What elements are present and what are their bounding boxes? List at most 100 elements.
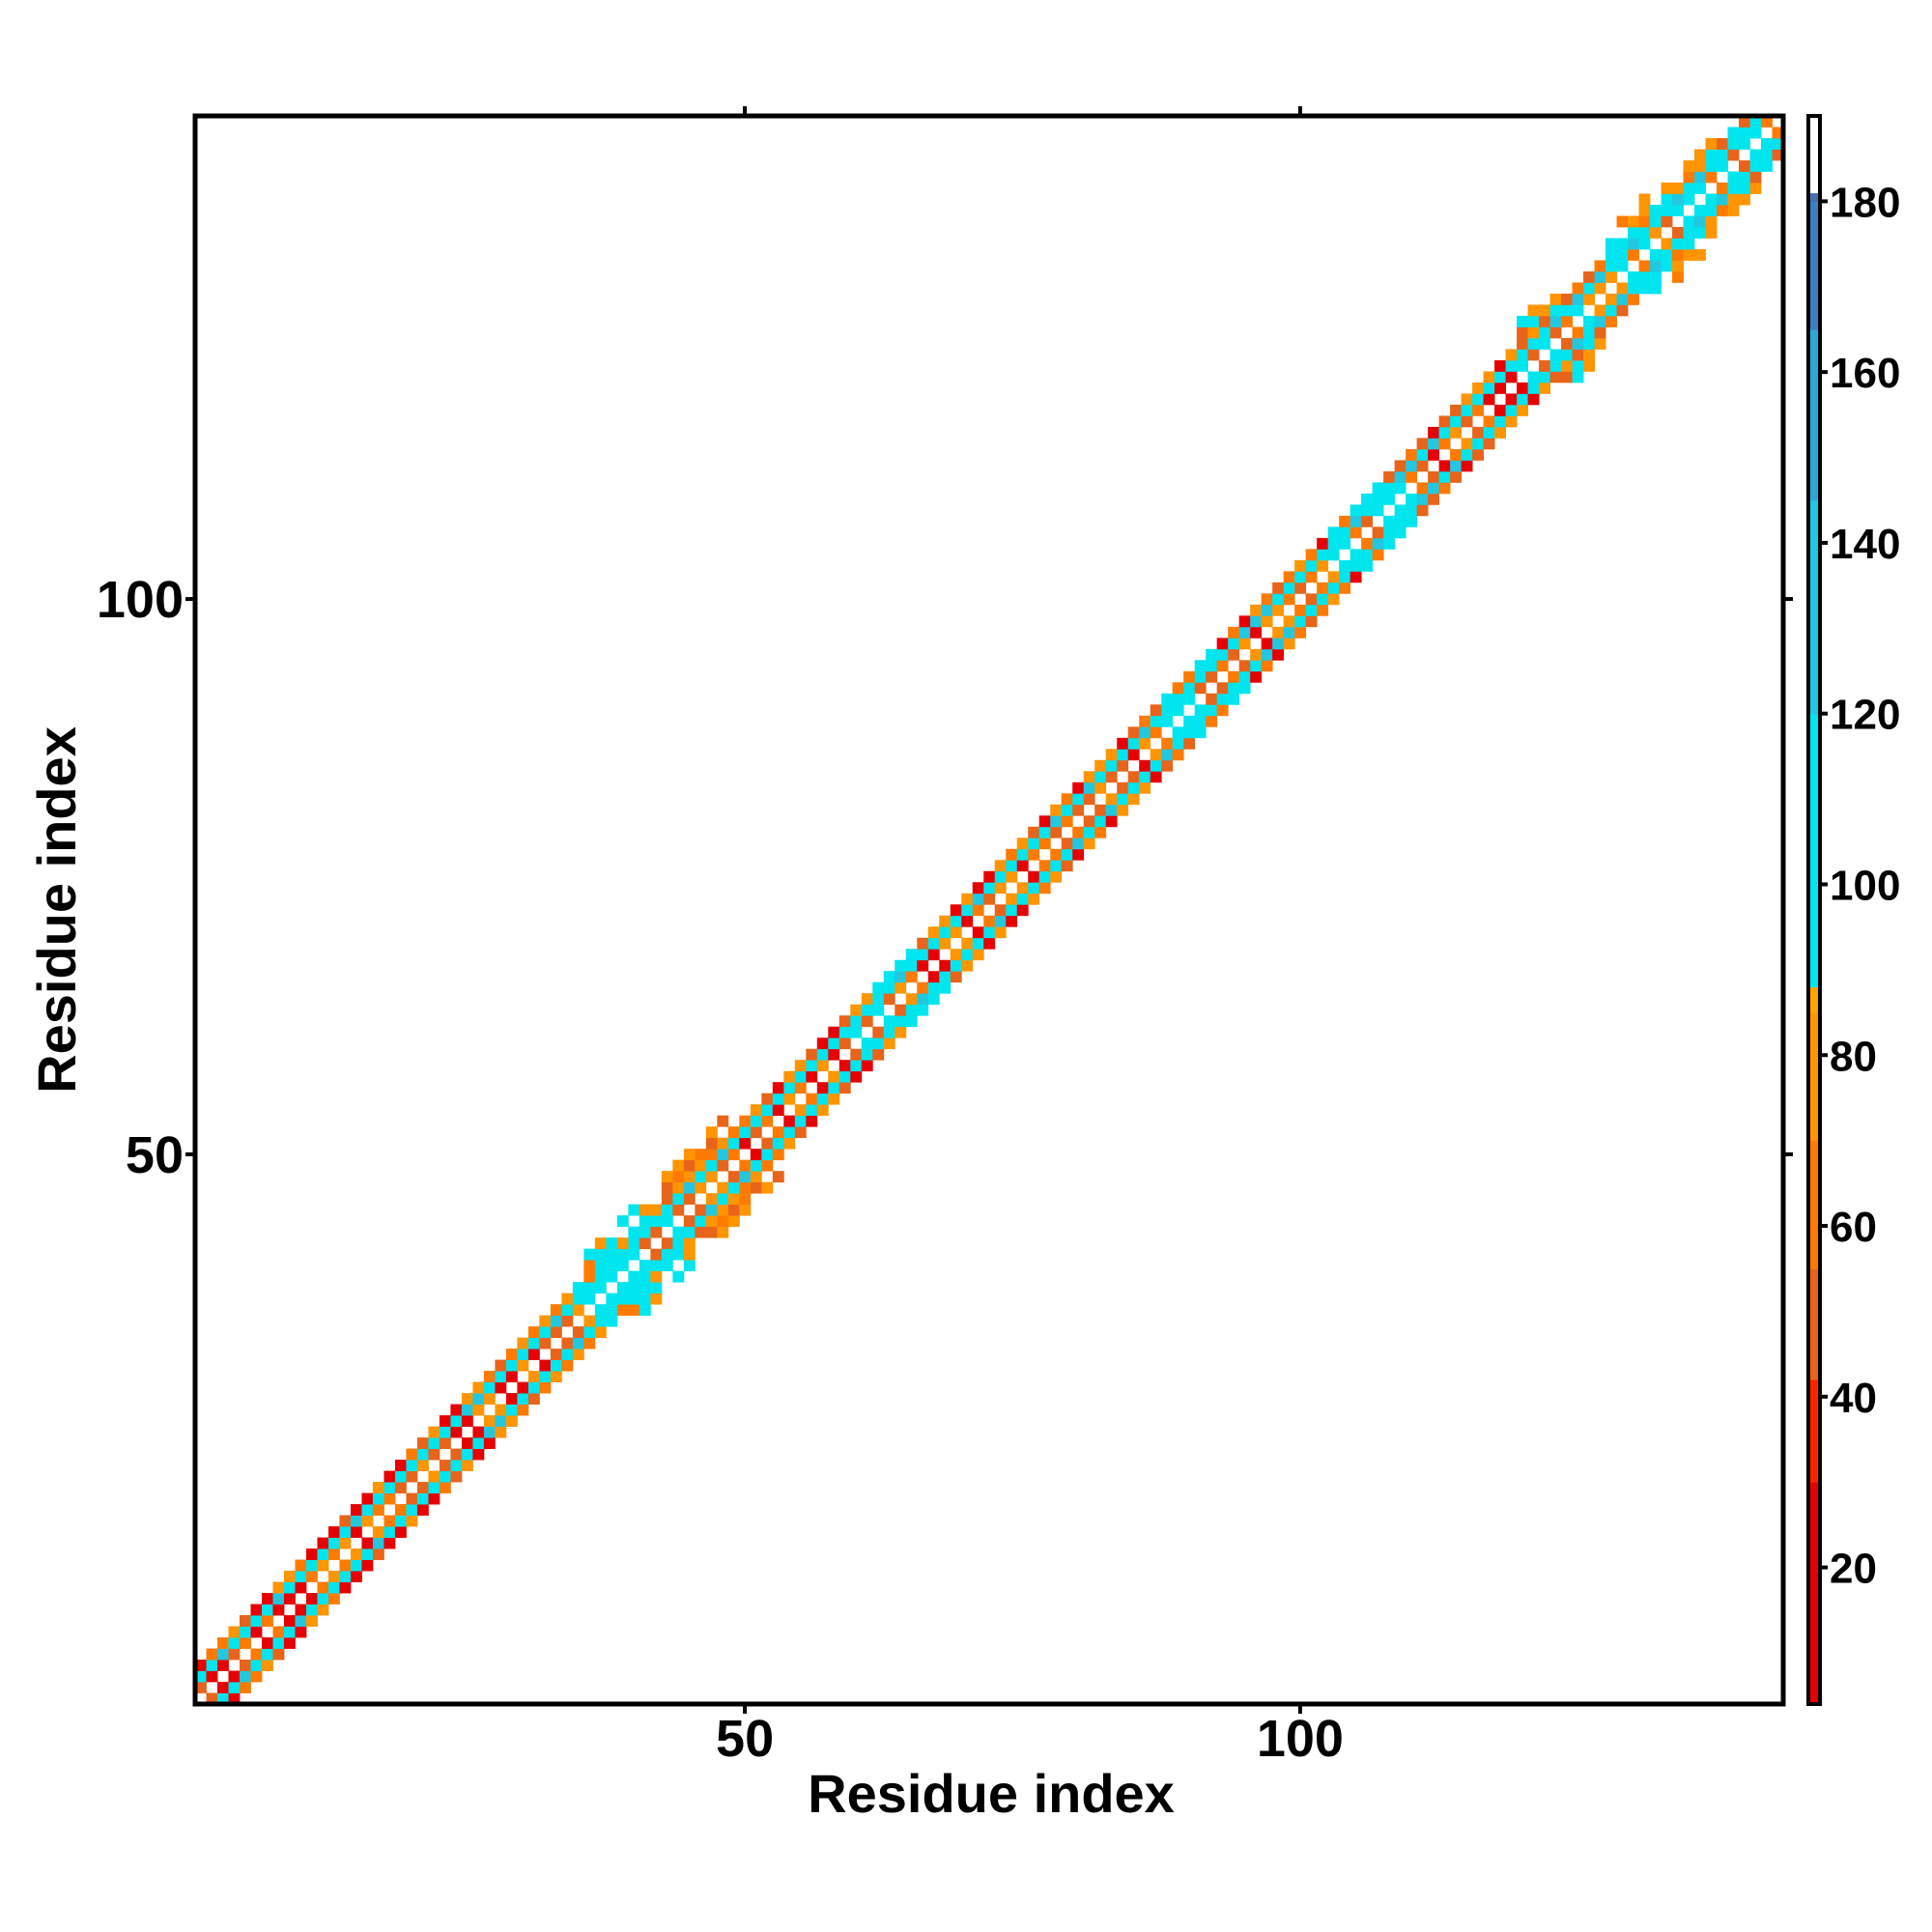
heatmap-cell	[661, 1181, 673, 1194]
heatmap-cell	[1505, 371, 1518, 384]
heatmap-cell	[961, 893, 974, 905]
heatmap-cell	[1406, 448, 1418, 461]
heatmap-cell	[950, 971, 962, 983]
heatmap-cell	[1694, 171, 1706, 184]
heatmap-cell	[1228, 682, 1240, 695]
heatmap-cell	[616, 1293, 629, 1305]
colorbar-segment	[1808, 1627, 1820, 1636]
heatmap-cell	[672, 1270, 685, 1283]
heatmap-cell	[794, 1082, 807, 1094]
heatmap-cell	[472, 1426, 485, 1438]
heatmap-cell	[1683, 193, 1695, 206]
heatmap-cell	[327, 1537, 340, 1549]
heatmap-cell	[1261, 593, 1273, 606]
heatmap-cell	[750, 1181, 762, 1194]
heatmap-cell	[816, 1048, 829, 1061]
heatmap-cell	[672, 1226, 685, 1238]
heatmap-cell	[384, 1492, 396, 1505]
heatmap-cell	[527, 1381, 540, 1394]
heatmap-cell	[1694, 215, 1706, 228]
heatmap-cell	[1438, 438, 1451, 450]
heatmap-cell	[216, 1648, 229, 1661]
heatmap-cell	[972, 926, 984, 939]
heatmap-cell	[895, 1004, 907, 1016]
colorbar-segment	[1808, 696, 1820, 706]
heatmap-cell	[905, 959, 918, 972]
heatmap-cell	[1583, 282, 1595, 295]
heatmap-cell	[416, 1448, 429, 1461]
heatmap-cell	[1372, 493, 1384, 505]
heatmap-cell	[905, 993, 918, 1006]
heatmap-cell	[872, 1026, 885, 1038]
heatmap-cell	[1549, 327, 1562, 339]
heatmap-cell	[1161, 715, 1174, 727]
heatmap-cell	[1305, 559, 1318, 572]
heatmap-cell	[828, 1082, 840, 1094]
heatmap-cell	[1717, 149, 1728, 161]
heatmap-cell	[772, 1082, 784, 1094]
heatmap-cell	[517, 1359, 529, 1372]
heatmap-cell	[561, 1293, 574, 1305]
colorbar-segment	[1808, 508, 1820, 518]
heatmap-cell	[1327, 549, 1340, 561]
heatmap-cell	[1727, 137, 1740, 150]
colorbar-segment	[1808, 1071, 1820, 1082]
heatmap-cell	[317, 1593, 329, 1605]
heatmap-cell	[1461, 460, 1473, 472]
colorbar-segment	[1808, 1251, 1820, 1261]
heatmap-cell	[1527, 337, 1540, 350]
heatmap-cell	[384, 1537, 396, 1549]
heatmap-cell	[1006, 860, 1018, 872]
heatmap-cell	[1061, 838, 1073, 850]
heatmap-cell	[1183, 693, 1196, 705]
heatmap-cell	[1572, 293, 1584, 305]
heatmap-cell	[739, 1204, 752, 1216]
heatmap-cell	[683, 1215, 696, 1228]
colorbar-segment	[1808, 167, 1820, 177]
heatmap-cell	[1383, 526, 1396, 539]
colorbar-segment	[1808, 688, 1820, 697]
heatmap-cell	[1705, 137, 1718, 150]
heatmap-cell	[384, 1526, 396, 1538]
colorbar-segment	[1808, 1524, 1820, 1534]
heatmap-cell	[939, 981, 952, 994]
heatmap-cell	[1150, 715, 1162, 727]
heatmap-cell	[261, 1604, 273, 1616]
colorbar-segment	[1808, 295, 1820, 304]
colorbar-segment	[1808, 619, 1820, 629]
colorbar-tick-label: 160	[1830, 350, 1900, 397]
colorbar-segment	[1808, 637, 1820, 646]
colorbar-segment	[1808, 328, 1820, 339]
heatmap-cell	[1650, 215, 1662, 228]
heatmap-cell	[1228, 670, 1240, 683]
colorbar-segment	[1808, 466, 1820, 475]
heatmap-cell	[606, 1270, 618, 1283]
heatmap-cell	[517, 1393, 529, 1405]
heatmap-cell	[1683, 182, 1695, 194]
heatmap-cell	[1561, 315, 1573, 327]
heatmap-cell	[1594, 260, 1606, 272]
heatmap-cell	[1694, 182, 1706, 194]
heatmap-cell	[1206, 670, 1218, 683]
heatmap-cell	[838, 1070, 851, 1083]
heatmap-cell	[261, 1660, 273, 1671]
colorbar-segment	[1808, 1012, 1820, 1022]
heatmap-cell	[1705, 193, 1718, 206]
heatmap-cell	[283, 1593, 296, 1605]
heatmap-cell	[1194, 704, 1207, 717]
colorbar-segment	[1808, 1055, 1820, 1065]
heatmap-cell	[1083, 793, 1095, 806]
heatmap-cell	[517, 1381, 529, 1394]
heatmap-cell	[739, 1193, 752, 1206]
heatmap-cell	[1172, 693, 1184, 705]
heatmap-cell	[1472, 404, 1484, 416]
heatmap-cell	[727, 1149, 740, 1161]
heatmap-cell	[772, 1104, 784, 1117]
heatmap-cell	[1194, 660, 1207, 672]
colorbar-segment	[1808, 286, 1820, 297]
heatmap-cell	[483, 1437, 496, 1449]
heatmap-cell	[1094, 771, 1107, 783]
heatmap-cell	[1749, 182, 1762, 194]
colorbar-segment	[1808, 1089, 1820, 1098]
heatmap-cell	[1394, 526, 1406, 539]
